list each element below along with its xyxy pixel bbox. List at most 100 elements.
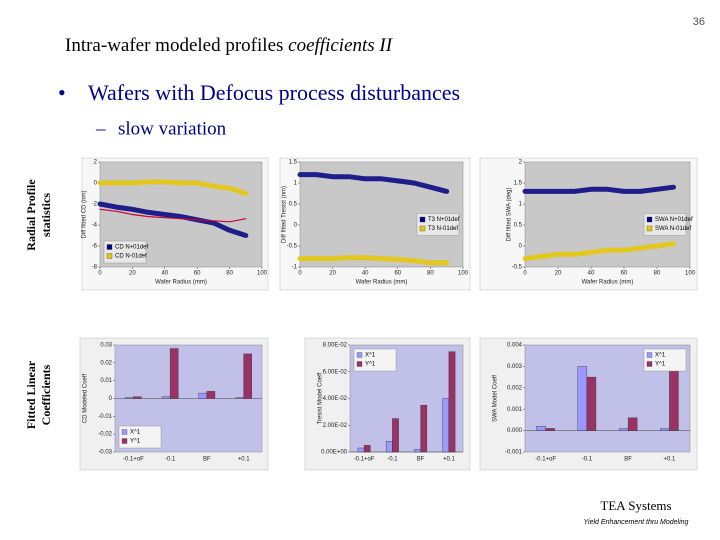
legend-label: Y^1 — [655, 362, 666, 368]
legend-swatch — [419, 225, 426, 232]
y-axis-label: SWA Model Coeff — [493, 375, 499, 422]
x-tick-label: 100 — [257, 271, 268, 277]
legend-label: CD N-01def — [115, 254, 147, 260]
legend-label: SWA N+01def — [655, 217, 693, 223]
x-tick-label: 60 — [194, 271, 201, 277]
y-tick-label: 0 — [109, 396, 113, 402]
x-tick-label: +0.1 — [443, 457, 456, 463]
legend-swatch — [646, 352, 653, 358]
y-axis-label: Diff fitted SWA (deg) — [507, 187, 513, 241]
legend-label: SWA N-01def — [655, 226, 691, 232]
bar — [414, 449, 421, 453]
legend-swatch — [121, 438, 128, 444]
series-line — [522, 241, 676, 262]
y-tick-label: -1 — [292, 265, 298, 271]
row-label-line: Coefficients — [39, 364, 53, 425]
y-tick-label: -6 — [92, 244, 98, 250]
footer-title: TEA Systems — [600, 498, 671, 513]
y-tick-label: -8 — [92, 265, 98, 271]
legend-box — [643, 348, 687, 372]
y-tick-label: -0.001 — [505, 450, 523, 456]
bar — [198, 392, 208, 399]
bar — [618, 428, 629, 431]
y-tick-label: 0.00E+00 — [321, 450, 348, 456]
legend-label: Y^1 — [365, 362, 376, 368]
x-tick-label: 60 — [621, 271, 628, 277]
y-tick-label: 0.003 — [507, 364, 523, 370]
bar — [161, 396, 171, 399]
legend-box — [353, 348, 397, 372]
legend-box — [416, 213, 460, 236]
legend-box — [643, 213, 687, 236]
legend-label: CD N+01def — [115, 245, 149, 251]
x-tick-label: -0.1+oF — [123, 457, 144, 463]
dash: – — [95, 118, 106, 139]
bar — [385, 441, 393, 453]
legend-swatch — [419, 216, 426, 223]
x-tick-label: 60 — [394, 271, 401, 277]
y-tick-label: 1.5 — [289, 160, 298, 166]
bar — [545, 428, 555, 431]
series-line — [297, 255, 450, 266]
y-tick-label: 2.00E-02 — [323, 423, 348, 429]
legend-swatch — [646, 216, 653, 223]
x-tick-label: 100 — [458, 271, 469, 277]
x-tick-label: 40 — [362, 271, 369, 277]
legend-label: T3 N+01def — [428, 217, 460, 223]
y-tick-label: -0.01 — [98, 414, 112, 420]
row-label-line: Radial Profile — [24, 179, 38, 251]
y-axis-label: Diff fitted CD (nm) — [82, 191, 88, 239]
y-tick-label: 6.00E-02 — [323, 369, 348, 375]
legend-swatch — [106, 244, 113, 250]
bar — [448, 351, 456, 453]
title-italic: coefficients II — [288, 35, 394, 56]
legend-label: X^1 — [365, 353, 376, 359]
bar — [420, 404, 428, 453]
x-tick-label: 100 — [685, 271, 696, 277]
legend-label: X^1 — [130, 430, 141, 436]
x-tick-label: 40 — [161, 271, 168, 277]
x-tick-label: 40 — [588, 271, 595, 277]
x-tick-label: 20 — [555, 271, 562, 277]
y-tick-label: -2 — [92, 202, 98, 208]
legend-label: Y^1 — [130, 439, 141, 445]
x-tick-label: 80 — [226, 271, 233, 277]
y-tick-label: 0.000 — [507, 428, 523, 434]
y-tick-label: -4 — [92, 223, 98, 229]
series-line — [297, 172, 450, 194]
x-tick-label: BF — [417, 457, 425, 463]
series-line — [522, 184, 676, 194]
series-line — [97, 201, 249, 238]
y-tick-label: 1 — [294, 181, 298, 187]
x-tick-label: BF — [624, 457, 632, 463]
y-tick-label: 2 — [519, 160, 523, 166]
x-tick-label: -0.1+oF — [354, 457, 375, 463]
series-line — [97, 179, 249, 196]
legend-label: T3 N-01def — [428, 226, 458, 232]
y-tick-label: 0.5 — [514, 223, 523, 229]
bar — [392, 418, 399, 453]
y-tick-label: 0.02 — [100, 360, 112, 366]
legend-label: X^1 — [655, 353, 666, 359]
footer-subtitle: Yield Enhancement thru Modeling — [584, 519, 689, 526]
title-plain: Intra-wafer modeled profiles — [65, 35, 283, 56]
x-axis-label: Wafer Radius (mm) — [155, 280, 207, 286]
x-tick-label: -0.1+oF — [535, 457, 556, 463]
y-tick-label: 0.001 — [507, 407, 523, 413]
series-line — [99, 208, 247, 223]
bar — [235, 397, 244, 399]
bar — [133, 396, 142, 399]
y-axis-label: Tresist Model Coeff — [318, 372, 324, 424]
x-tick-label: -0.1 — [165, 457, 176, 463]
y-tick-label: 8.00E-02 — [323, 343, 348, 349]
y-tick-label: -0.5 — [287, 244, 298, 250]
legend-swatch — [356, 361, 363, 367]
legend-box — [103, 240, 147, 264]
y-tick-label: -0.5 — [512, 265, 523, 271]
bar — [206, 391, 216, 399]
legend-swatch — [646, 361, 653, 367]
page-number: 36 — [693, 16, 705, 28]
y-tick-label: 0.03 — [100, 343, 112, 349]
x-axis-label: Wafer Radius (mm) — [582, 280, 634, 286]
